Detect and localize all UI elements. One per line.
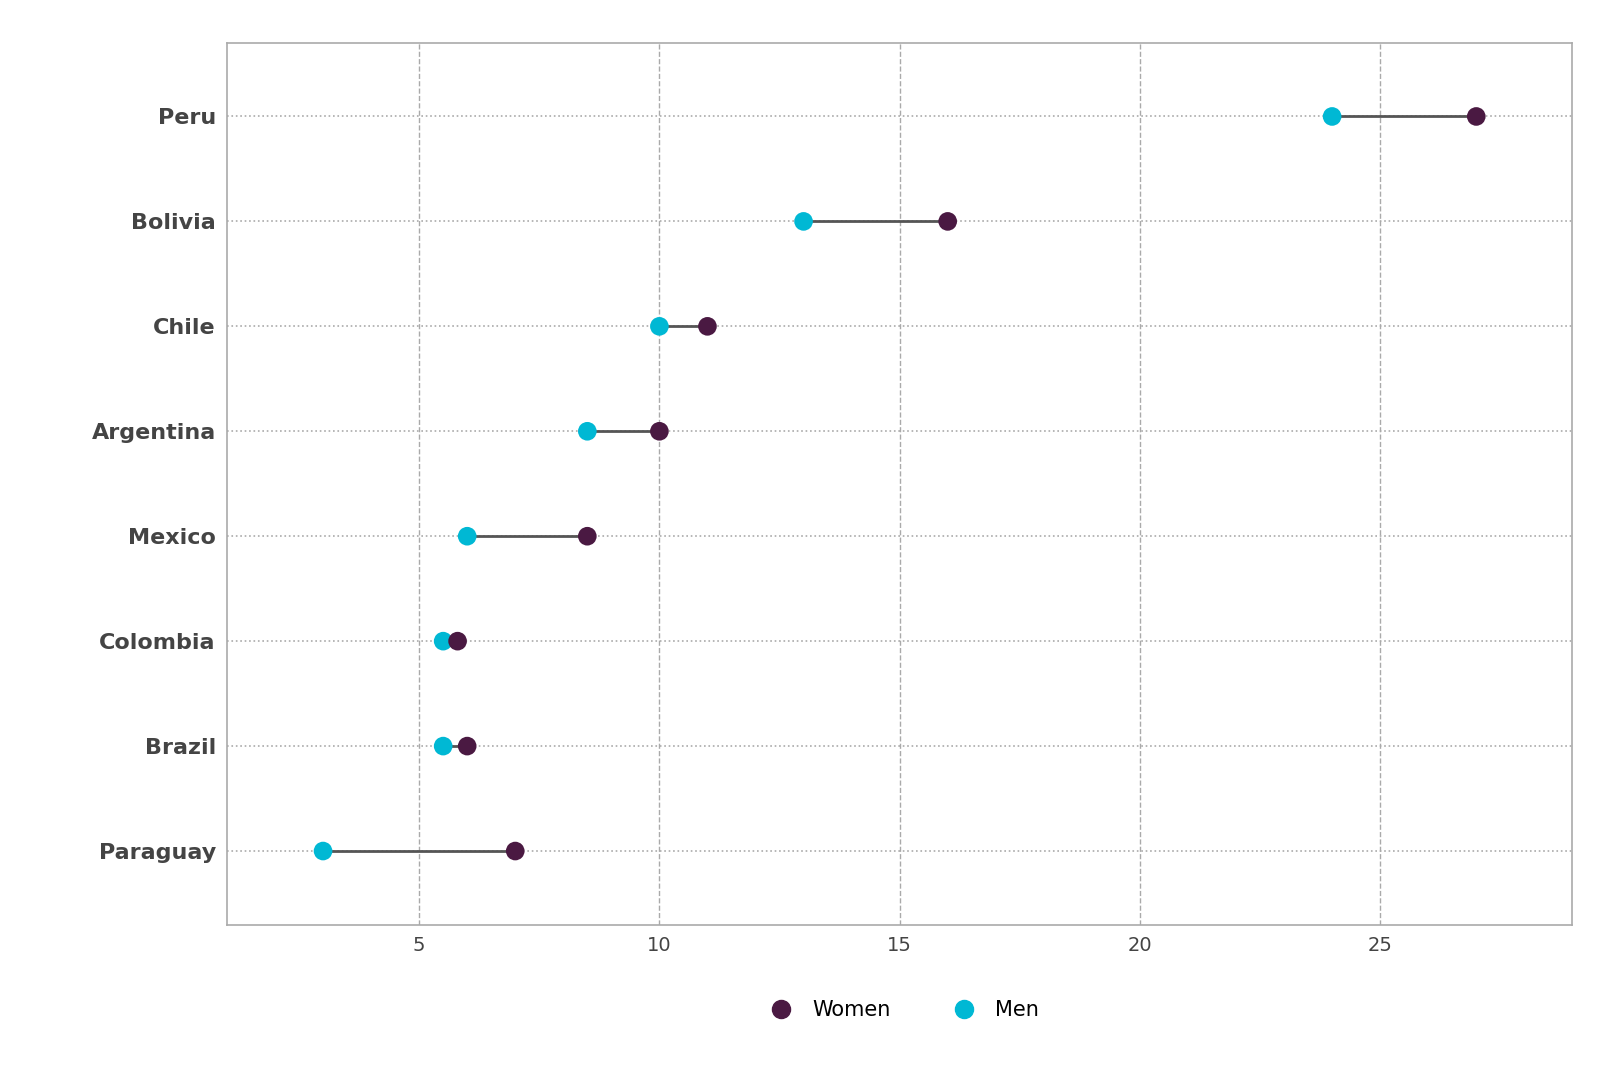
Point [503,843,528,860]
Point [444,632,470,649]
Legend: Women, Men: Women, Men [752,992,1047,1029]
Point [430,737,456,755]
Point [310,843,336,860]
Point [1464,108,1490,125]
Point [454,737,480,755]
Point [647,422,673,440]
Point [430,632,456,649]
Point [694,318,720,335]
Point [647,318,673,335]
Point [1319,108,1345,125]
Point [574,422,600,440]
Point [574,528,600,545]
Point [791,213,817,230]
Point [454,528,480,545]
Point [935,213,961,230]
